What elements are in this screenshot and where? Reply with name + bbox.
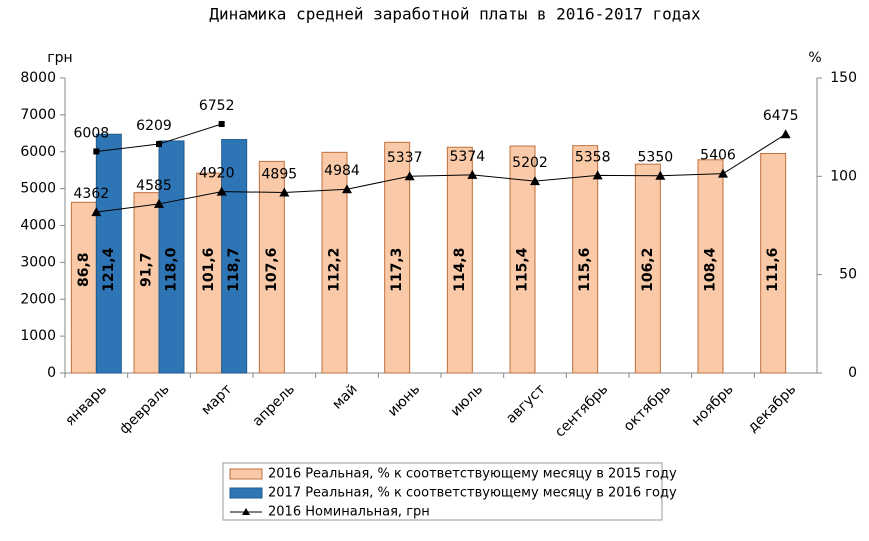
marker: [93, 148, 100, 155]
point-label: 4984: [324, 163, 360, 179]
point-label: 5350: [638, 150, 674, 166]
point-label: 5374: [450, 149, 486, 165]
bar-value-label: 112,2: [327, 248, 343, 292]
legend-label: 2016 Номинальная, грн: [268, 505, 430, 520]
y2-tick-label: 50: [839, 267, 857, 283]
bar-value-label: 118,0: [164, 247, 180, 292]
marker: [592, 170, 603, 180]
bar-value-label: 106,2: [640, 248, 656, 292]
x-tick-label: ноябрь: [689, 381, 737, 429]
y2-axis-label: %: [808, 50, 821, 66]
bar-value-label: 86,8: [76, 252, 92, 287]
bar: [70, 201, 97, 374]
x-tick-label: май: [329, 381, 360, 412]
point-label: 5202: [512, 155, 548, 171]
x-tick-label: август: [503, 381, 548, 426]
marker: [718, 168, 728, 178]
y-tick-label: 4000: [20, 218, 56, 234]
point-label: 5337: [387, 150, 423, 166]
bar-value-label: 111,6: [765, 248, 781, 292]
y-tick-label: 0: [47, 365, 56, 381]
point-label: 4362: [74, 186, 110, 202]
marker: [342, 184, 352, 194]
legend-label: 2017 Реальная, % к соответствующему меся…: [268, 486, 677, 501]
bar-value-label: 108,4: [703, 247, 719, 292]
y-axis-label: грн: [47, 50, 72, 66]
x-tick-label: март: [198, 381, 235, 418]
point-label: 5358: [575, 149, 611, 165]
x-tick-label: сентябрь: [552, 381, 611, 440]
x-tick-label: июнь: [385, 381, 423, 419]
legend-box: [222, 462, 663, 521]
x-tick-label: апрель: [250, 381, 298, 429]
bar: [95, 133, 122, 374]
bar-value-label: 118,7: [226, 248, 242, 292]
bar: [634, 163, 661, 374]
marker: [154, 198, 164, 208]
marker: [780, 129, 791, 139]
marker: [156, 141, 162, 148]
legend-swatch: [229, 468, 263, 480]
y2-tick-label: 0: [848, 365, 857, 381]
marker: [530, 176, 540, 186]
bar: [760, 153, 787, 374]
line: [96, 133, 786, 213]
bar-value-label: 107,6: [264, 248, 280, 292]
point-label: 6475: [763, 108, 799, 124]
marker: [91, 207, 102, 217]
chart-title: Динамика средней заработной платы в 2016…: [209, 5, 701, 24]
legend-marker: [242, 508, 250, 515]
y2-tick-label: 100: [830, 168, 857, 184]
legend-label: 2016 Реальная, % к соответствующему меся…: [268, 467, 677, 482]
point-label: 6008: [74, 125, 110, 141]
marker: [404, 171, 415, 181]
x-tick-label: февраль: [116, 381, 172, 437]
y-tick-label: 3000: [20, 254, 56, 270]
y-tick-label: 6000: [20, 144, 56, 160]
marker: [467, 169, 478, 179]
bar: [697, 159, 724, 374]
bar-value-label: 101,6: [201, 248, 217, 292]
y-tick-label: 8000: [20, 70, 56, 86]
point-label: 5406: [700, 148, 736, 164]
bar-value-label: 121,4: [101, 247, 117, 292]
marker: [655, 170, 666, 180]
y-tick-label: 7000: [20, 107, 56, 123]
bar: [446, 146, 473, 374]
point-label: 6209: [136, 118, 172, 134]
point-label: 6752: [199, 98, 235, 114]
legend-swatch: [229, 487, 263, 499]
bar: [158, 140, 185, 374]
bar-value-label: 115,4: [515, 247, 531, 292]
y-tick-label: 2000: [20, 291, 56, 307]
bar-value-label: 117,3: [389, 248, 405, 292]
bar-value-label: 115,6: [577, 248, 593, 292]
bar: [258, 160, 285, 374]
y-tick-label: 5000: [20, 181, 56, 197]
bar: [572, 145, 599, 374]
bar: [133, 192, 160, 374]
bar-value-label: 114,8: [452, 248, 468, 292]
bar-value-label: 91,7: [139, 252, 155, 287]
y2-tick-label: 150: [830, 70, 857, 86]
y-tick-label: 1000: [20, 328, 56, 344]
x-tick-label: июль: [448, 381, 486, 419]
marker: [218, 121, 225, 128]
x-tick-label: декабрь: [745, 381, 800, 436]
marker: [216, 186, 227, 196]
x-tick-label: октябрь: [621, 381, 674, 434]
x-tick-label: январь: [62, 381, 110, 429]
bar: [221, 139, 248, 374]
marker: [279, 187, 290, 197]
bar: [196, 172, 223, 374]
point-label: 4920: [199, 166, 235, 182]
point-label: 4895: [262, 166, 298, 182]
point-label: 4585: [136, 178, 172, 194]
